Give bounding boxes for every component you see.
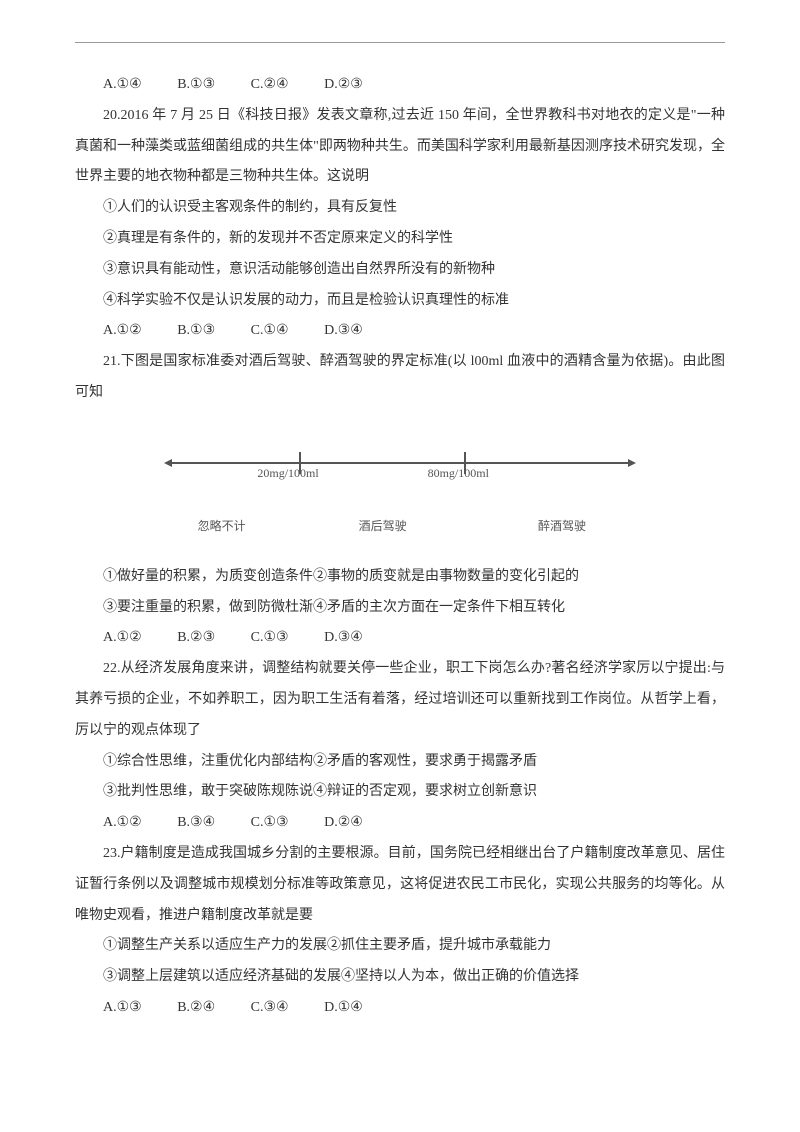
q22-options: A.①② B.③④ C.①③ D.②④ bbox=[75, 808, 725, 839]
q21-stem: 21.下图是国家标准委对酒后驾驶、醉酒驾驶的界定标准(以 l00ml 血液中的酒… bbox=[75, 347, 725, 409]
option-d[interactable]: D.②④ bbox=[324, 815, 363, 830]
option-a[interactable]: A.①② bbox=[103, 815, 142, 830]
q21-options: A.①② B.②③ C.①③ D.③④ bbox=[75, 623, 725, 654]
number-line-axis bbox=[170, 462, 630, 464]
option-b[interactable]: B.①③ bbox=[177, 323, 215, 338]
option-a[interactable]: A.①③ bbox=[103, 1000, 142, 1015]
zone-label-1: 忽略不计 bbox=[198, 513, 246, 539]
q22-option2: ③批判性思维，敢于突破陈规陈说④辩证的否定观，要求树立创新意识 bbox=[75, 777, 725, 808]
option-d[interactable]: D.②③ bbox=[324, 77, 363, 92]
tick-1 bbox=[299, 452, 301, 474]
option-a[interactable]: A.①④ bbox=[103, 77, 142, 92]
q21-option2: ③要注重量的积累，做到防微杜渐④矛盾的主次方面在一定条件下相互转化 bbox=[75, 593, 725, 624]
option-d[interactable]: D.③④ bbox=[324, 630, 363, 645]
option-b[interactable]: B.③④ bbox=[177, 815, 215, 830]
option-b[interactable]: B.①③ bbox=[177, 77, 215, 92]
q23-option2: ③调整上层建筑以适应经济基础的发展④坚持以人为本，做出正确的价值选择 bbox=[75, 962, 725, 993]
q22-option1: ①综合性思维，注重优化内部结构②矛盾的客观性，要求勇于揭露矛盾 bbox=[75, 747, 725, 778]
q21-option1: ①做好量的积累，为质变创造条件②事物的质变就是由事物数量的变化引起的 bbox=[75, 562, 725, 593]
q20-option1: ①人们的认识受主客观条件的制约，具有反复性 bbox=[75, 193, 725, 224]
option-b[interactable]: B.②③ bbox=[177, 630, 215, 645]
option-d[interactable]: D.①④ bbox=[324, 1000, 363, 1015]
option-b[interactable]: B.②④ bbox=[177, 1000, 215, 1015]
q23-stem: 23.户籍制度是造成我国城乡分割的主要根源。目前，国务院已经相继出台了户籍制度改… bbox=[75, 839, 725, 931]
q20-option4: ④科学实验不仅是认识发展的动力，而且是检验认识真理性的标准 bbox=[75, 286, 725, 317]
option-c[interactable]: C.②④ bbox=[251, 77, 289, 92]
q20-stem: 20.2016 年 7 月 25 日《科技日报》发表文章称,过去近 150 年间… bbox=[75, 101, 725, 193]
q20-option3: ③意识具有能动性，意识活动能够创造出自然界所没有的新物种 bbox=[75, 255, 725, 286]
option-c[interactable]: C.③④ bbox=[251, 1000, 289, 1015]
top-border-line bbox=[75, 42, 725, 43]
option-a[interactable]: A.①② bbox=[103, 323, 142, 338]
q22-stem: 22.从经济发展角度来讲，调整结构就要关停一些企业，职工下岗怎么办?著名经济学家… bbox=[75, 654, 725, 746]
option-a[interactable]: A.①② bbox=[103, 630, 142, 645]
option-c[interactable]: C.①④ bbox=[251, 323, 289, 338]
option-c[interactable]: C.①③ bbox=[251, 630, 289, 645]
zone-label-3: 醉酒驾驶 bbox=[538, 513, 586, 539]
q20-options: A.①② B.①③ C.①④ D.③④ bbox=[75, 316, 725, 347]
q23-options: A.①③ B.②④ C.③④ D.①④ bbox=[75, 993, 725, 1024]
q21-diagram: 20mg/100ml 80mg/100ml 忽略不计 酒后驾驶 醉酒驾驶 bbox=[75, 434, 725, 542]
document-content: A.①④ B.①③ C.②④ D.②③ 20.2016 年 7 月 25 日《科… bbox=[75, 50, 725, 1024]
q20-option2: ②真理是有条件的，新的发现并不否定原来定义的科学性 bbox=[75, 224, 725, 255]
q19-options: A.①④ B.①③ C.②④ D.②③ bbox=[75, 70, 725, 101]
tick-2 bbox=[464, 452, 466, 474]
option-d[interactable]: D.③④ bbox=[324, 323, 363, 338]
q23-option1: ①调整生产关系以适应生产力的发展②抓住主要矛盾，提升城市承载能力 bbox=[75, 931, 725, 962]
zone-label-2: 酒后驾驶 bbox=[359, 513, 407, 539]
option-c[interactable]: C.①③ bbox=[251, 815, 289, 830]
